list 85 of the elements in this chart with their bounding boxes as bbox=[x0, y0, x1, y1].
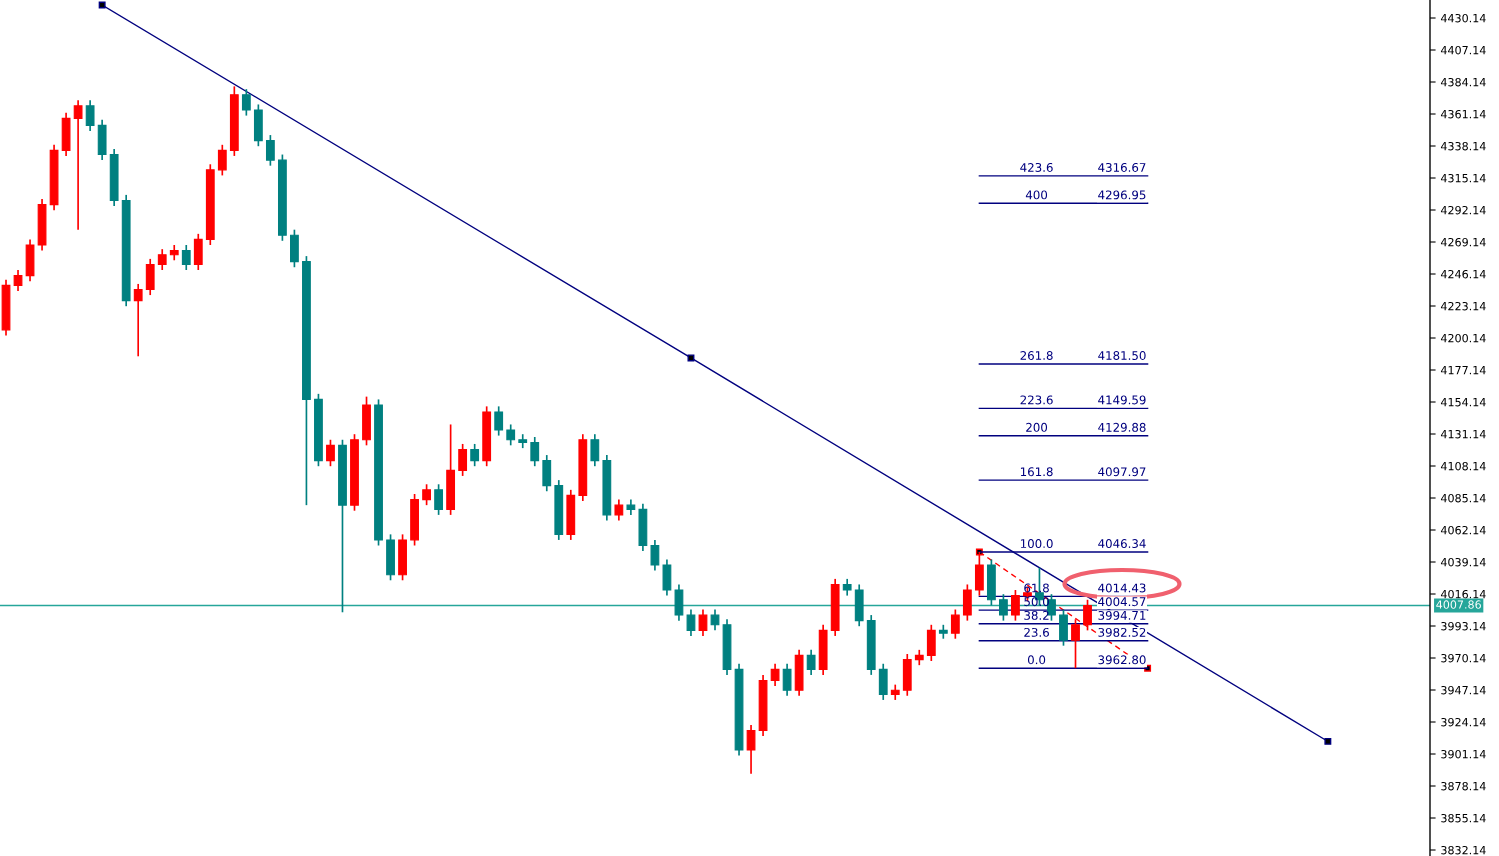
candlestick bbox=[590, 433, 600, 468]
y-tick-label: 3855.14 bbox=[1441, 813, 1486, 823]
data-label: 4014.43 bbox=[1098, 583, 1146, 593]
ref-line-label: 4007.86 bbox=[1436, 600, 1481, 609]
series-label: 200 bbox=[1026, 422, 1048, 432]
y-tick-label: 3947.14 bbox=[1441, 685, 1486, 695]
candlestick bbox=[950, 608, 960, 640]
data-label: 4181.50 bbox=[1098, 351, 1146, 360]
candlestick bbox=[650, 539, 660, 572]
candlestick bbox=[530, 436, 540, 468]
candlestick bbox=[506, 423, 516, 447]
y-tick-label: 3993.14 bbox=[1441, 621, 1486, 631]
candlestick bbox=[999, 593, 1008, 622]
candlestick bbox=[1083, 598, 1092, 632]
candlestick bbox=[614, 498, 624, 522]
candlestick bbox=[1047, 593, 1056, 622]
series-label: 161.8 bbox=[1020, 467, 1053, 477]
candlestick bbox=[782, 662, 792, 697]
candlestick bbox=[494, 405, 504, 437]
y-tick-label: 4315.14 bbox=[1440, 173, 1486, 183]
candlestick bbox=[157, 248, 167, 271]
y-tick-label: 4407.14 bbox=[1440, 45, 1486, 55]
y-tick-label: 3970.14 bbox=[1441, 653, 1486, 663]
data-label: 4046.34 bbox=[1098, 539, 1146, 549]
candlestick bbox=[806, 649, 816, 676]
data-label: 4296.95 bbox=[1098, 190, 1146, 200]
candlestick bbox=[686, 608, 696, 637]
y-tick-label: 3878.14 bbox=[1441, 781, 1486, 791]
candlestick bbox=[326, 438, 335, 468]
candlestick bbox=[181, 244, 191, 271]
data-label: 4316.67 bbox=[1098, 162, 1146, 172]
y-tick-label: 4200.14 bbox=[1440, 333, 1486, 343]
series-label: 423.6 bbox=[1020, 162, 1053, 172]
y-tick-label: 4039.14 bbox=[1440, 557, 1486, 567]
y-tick-label: 4430.14 bbox=[1440, 13, 1486, 23]
y-tick-label: 3832.14 bbox=[1441, 845, 1486, 855]
candlestick bbox=[470, 443, 480, 468]
y-tick-label: 4269.14 bbox=[1440, 237, 1486, 247]
y-tick-label: 4292.14 bbox=[1440, 205, 1486, 215]
candlestick bbox=[698, 608, 708, 637]
series-label: 0.0 bbox=[1027, 655, 1046, 665]
data-label: 4129.88 bbox=[1098, 422, 1146, 432]
candlestick bbox=[85, 99, 95, 132]
y-tick-label: 4223.14 bbox=[1440, 301, 1486, 311]
candlestick bbox=[422, 483, 431, 506]
data-label: 3982.52 bbox=[1098, 627, 1146, 637]
y-tick-label: 4108.14 bbox=[1440, 461, 1486, 471]
data-label: 4149.59 bbox=[1098, 395, 1146, 405]
y-tick-label: 4016.14 bbox=[1440, 589, 1486, 599]
candlestick bbox=[770, 662, 780, 687]
y-tick-label: 4384.14 bbox=[1440, 77, 1486, 87]
y-tick-label: 4338.14 bbox=[1440, 141, 1486, 151]
candlestick bbox=[241, 88, 251, 117]
y-tick-label: 4361.14 bbox=[1440, 109, 1486, 119]
series-label: 23.6 bbox=[1024, 627, 1049, 637]
data-label: 4097.97 bbox=[1098, 467, 1146, 477]
data-label: 3962.80 bbox=[1098, 655, 1146, 665]
data-label: 4004.57 bbox=[1098, 597, 1146, 607]
candlestick bbox=[710, 608, 720, 632]
candlestick bbox=[458, 443, 468, 477]
candlestick bbox=[434, 483, 444, 516]
candlestick bbox=[13, 269, 23, 292]
candlestick bbox=[746, 724, 756, 775]
y-tick-label: 4246.14 bbox=[1440, 269, 1486, 279]
y-tick-label: 3901.14 bbox=[1441, 749, 1486, 759]
y-tick-label: 4154.14 bbox=[1440, 398, 1486, 407]
y-tick-label: 4085.14 bbox=[1440, 493, 1486, 503]
candlestick bbox=[133, 283, 143, 358]
series-label: 400 bbox=[1025, 190, 1048, 200]
point bbox=[98, 1, 106, 9]
candlestick bbox=[1011, 589, 1020, 622]
y-tick-label: 4062.14 bbox=[1440, 525, 1486, 535]
point bbox=[687, 354, 695, 362]
candlestick bbox=[265, 134, 275, 167]
y-tick-label: 4131.14 bbox=[1440, 429, 1486, 439]
point bbox=[1324, 737, 1332, 745]
series-label: 38.2 bbox=[1024, 610, 1049, 620]
y-tick-label: 4177.14 bbox=[1440, 366, 1486, 375]
candlestick bbox=[217, 143, 227, 177]
series-label: 261.8 bbox=[1020, 351, 1053, 360]
candlestick bbox=[73, 99, 83, 231]
y-tick-label: 3924.14 bbox=[1441, 717, 1486, 727]
series-label: 100.0 bbox=[1020, 539, 1053, 549]
series-label: 223.6 bbox=[1020, 395, 1053, 405]
data-label: 3994.71 bbox=[1098, 610, 1146, 620]
